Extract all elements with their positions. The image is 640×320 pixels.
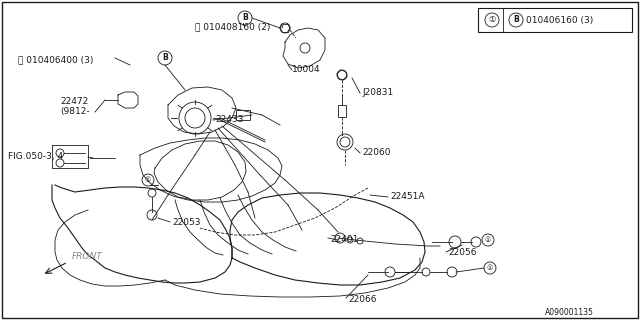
- Text: Ⓑ 010406400 (3): Ⓑ 010406400 (3): [18, 55, 93, 64]
- Text: B: B: [513, 15, 519, 25]
- Bar: [236, 110, 250, 120]
- Text: FIG.050-3, 4: FIG.050-3, 4: [8, 152, 63, 161]
- Text: ①: ①: [488, 15, 496, 25]
- Text: 22053: 22053: [172, 218, 200, 227]
- Text: FRONT: FRONT: [72, 252, 103, 261]
- Text: ①: ①: [145, 177, 151, 183]
- Text: ①: ①: [487, 265, 493, 271]
- Text: 22056: 22056: [448, 248, 477, 257]
- Text: 22060: 22060: [362, 148, 390, 157]
- Bar: [478, 8, 632, 32]
- Text: B: B: [242, 13, 248, 22]
- Text: Ⓑ 010408160 (2): Ⓑ 010408160 (2): [195, 22, 270, 31]
- Text: ①: ①: [485, 237, 491, 243]
- Text: A090001135: A090001135: [545, 308, 594, 317]
- Text: 010406160 (3): 010406160 (3): [526, 15, 593, 25]
- Text: 22433: 22433: [215, 115, 243, 124]
- Text: 22401: 22401: [330, 235, 358, 244]
- Text: J20831: J20831: [362, 88, 393, 97]
- Text: 22066: 22066: [348, 295, 376, 304]
- Text: 10004: 10004: [292, 65, 321, 74]
- Text: (9812-: (9812-: [60, 107, 90, 116]
- Text: 22451A: 22451A: [390, 192, 424, 201]
- Text: 22472: 22472: [60, 97, 88, 106]
- Bar: [338, 105, 346, 117]
- Text: B: B: [162, 53, 168, 62]
